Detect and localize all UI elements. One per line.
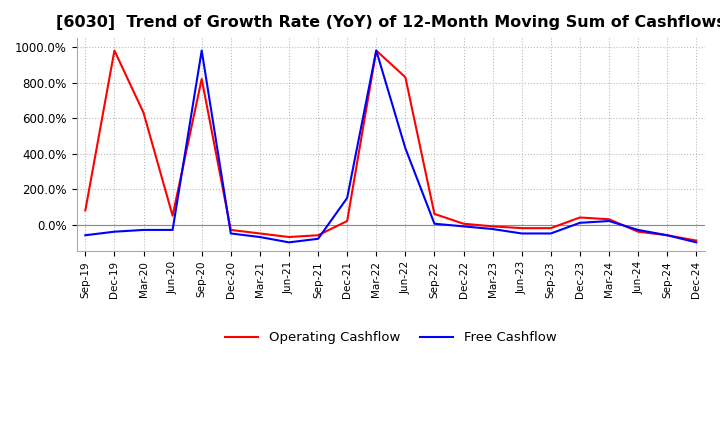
Operating Cashflow [197,76,206,81]
Operating Cashflow [110,48,119,53]
Operating Cashflow [459,221,468,226]
Operating Cashflow [372,48,381,53]
Free Cashflow [692,240,701,245]
Free Cashflow [634,227,642,233]
Operating Cashflow [663,233,672,238]
Operating Cashflow [139,110,148,115]
Free Cashflow [605,218,613,224]
Free Cashflow [343,195,351,201]
Free Cashflow [110,229,119,235]
Operating Cashflow [518,226,526,231]
Title: [6030]  Trend of Growth Rate (YoY) of 12-Month Moving Sum of Cashflows: [6030] Trend of Growth Rate (YoY) of 12-… [56,15,720,30]
Operating Cashflow [256,231,264,236]
Free Cashflow [168,227,177,233]
Operating Cashflow [546,226,555,231]
Free Cashflow [663,233,672,238]
Operating Cashflow [81,208,90,213]
Free Cashflow [227,231,235,236]
Operating Cashflow [605,216,613,222]
Free Cashflow [284,240,293,245]
Operating Cashflow [284,235,293,240]
Free Cashflow [459,224,468,229]
Free Cashflow [518,231,526,236]
Free Cashflow [546,231,555,236]
Free Cashflow [314,236,323,242]
Operating Cashflow [430,211,438,216]
Operating Cashflow [692,238,701,243]
Operating Cashflow [168,213,177,218]
Operating Cashflow [343,218,351,224]
Free Cashflow [488,227,497,232]
Legend: Operating Cashflow, Free Cashflow: Operating Cashflow, Free Cashflow [220,326,562,350]
Operating Cashflow [227,227,235,233]
Free Cashflow [81,233,90,238]
Free Cashflow [197,48,206,53]
Operating Cashflow [488,224,497,229]
Operating Cashflow [401,74,410,80]
Free Cashflow [139,227,148,233]
Operating Cashflow [575,215,584,220]
Free Cashflow [430,221,438,226]
Line: Operating Cashflow: Operating Cashflow [86,51,696,241]
Free Cashflow [575,220,584,225]
Free Cashflow [401,146,410,151]
Line: Free Cashflow: Free Cashflow [86,51,696,242]
Operating Cashflow [314,233,323,238]
Operating Cashflow [634,229,642,235]
Free Cashflow [372,48,381,53]
Free Cashflow [256,235,264,240]
